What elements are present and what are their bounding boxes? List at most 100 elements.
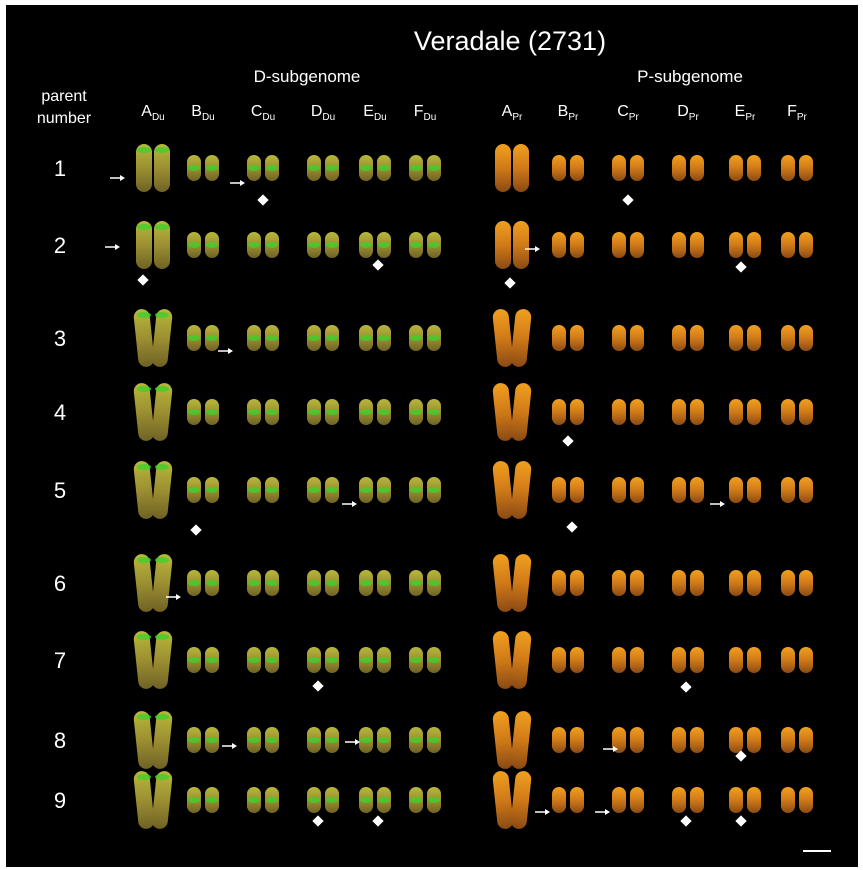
centromere-signal xyxy=(428,737,440,743)
centromere-signal xyxy=(326,165,338,171)
row-number: 1 xyxy=(54,156,66,181)
centromere-signal xyxy=(188,165,200,171)
chromosome xyxy=(799,570,813,596)
chromosome xyxy=(781,570,795,596)
column-subscript: Du xyxy=(262,112,275,123)
centromere-signal xyxy=(266,165,278,171)
centromere-signal xyxy=(137,312,151,318)
chromosome xyxy=(630,647,644,673)
centromere-signal xyxy=(378,580,390,586)
centromere-signal xyxy=(360,242,372,248)
chromosome xyxy=(729,232,743,258)
centromere-signal xyxy=(137,147,151,153)
centromere-signal xyxy=(188,487,200,493)
centromere-signal xyxy=(428,580,440,586)
chromosome xyxy=(630,727,644,753)
centromere-signal xyxy=(428,797,440,803)
chromosome xyxy=(729,155,743,181)
subgenome-label: P-subgenome xyxy=(637,67,743,86)
centromere-signal xyxy=(378,409,390,415)
column-subscript: Du xyxy=(152,112,165,123)
centromere-signal xyxy=(206,165,218,171)
chromosome xyxy=(690,727,704,753)
row-number: 6 xyxy=(54,571,66,596)
centromere-signal xyxy=(428,335,440,341)
chromosome xyxy=(747,787,761,813)
chromosome xyxy=(672,232,686,258)
chromosome xyxy=(781,155,795,181)
chromosome xyxy=(513,144,529,192)
chromosome xyxy=(552,399,566,425)
centromere-signal xyxy=(326,797,338,803)
chromosome xyxy=(570,155,584,181)
chromosome xyxy=(729,787,743,813)
chromosome xyxy=(672,399,686,425)
centromere-signal xyxy=(410,797,422,803)
centromere-signal xyxy=(360,409,372,415)
figure: Veradale (2731) D-subgenome P-subgenome … xyxy=(0,0,863,870)
chromosome xyxy=(612,787,626,813)
chromosome xyxy=(630,155,644,181)
centromere-signal xyxy=(137,774,151,780)
column-subscript: Pr xyxy=(568,112,579,123)
chromosome xyxy=(799,727,813,753)
column-subscript: Du xyxy=(322,112,335,123)
page: {"title": "Veradale (2731)", "subgenomes… xyxy=(0,0,863,870)
centromere-signal xyxy=(188,580,200,586)
chromosome xyxy=(747,155,761,181)
centromere-signal xyxy=(308,409,320,415)
centromere-signal xyxy=(410,737,422,743)
chromosome xyxy=(690,155,704,181)
centromere-signal xyxy=(428,409,440,415)
centromere-signal xyxy=(360,657,372,663)
chromosome xyxy=(729,399,743,425)
chromosome xyxy=(570,787,584,813)
column-letter: A xyxy=(502,103,513,120)
centromere-signal xyxy=(378,487,390,493)
chromosome xyxy=(570,570,584,596)
chromosome xyxy=(552,647,566,673)
centromere-signal xyxy=(155,386,169,392)
chromosome xyxy=(781,477,795,503)
chromosome xyxy=(690,399,704,425)
chromosome xyxy=(552,570,566,596)
column-subscript: Pr xyxy=(797,112,808,123)
centromere-signal xyxy=(308,580,320,586)
chromosome xyxy=(747,477,761,503)
centromere-signal xyxy=(155,714,169,720)
chromosome xyxy=(690,787,704,813)
chromosome xyxy=(552,727,566,753)
centromere-signal xyxy=(360,165,372,171)
column-letter: F xyxy=(787,103,797,120)
chromosome xyxy=(781,232,795,258)
centromere-signal xyxy=(155,147,169,153)
centromere-signal xyxy=(155,774,169,780)
chromosome xyxy=(630,399,644,425)
centromere-signal xyxy=(248,487,260,493)
centromere-signal xyxy=(206,335,218,341)
chromosome xyxy=(729,570,743,596)
chromosome xyxy=(729,477,743,503)
chromosome xyxy=(690,570,704,596)
chromosome xyxy=(612,399,626,425)
centromere-signal xyxy=(248,797,260,803)
chromosome xyxy=(690,477,704,503)
column-subscript: Du xyxy=(423,112,436,123)
chromosome xyxy=(672,477,686,503)
chromosome xyxy=(612,325,626,351)
chromosome xyxy=(799,477,813,503)
chromosome xyxy=(630,570,644,596)
column-subscript: Pr xyxy=(512,112,523,123)
chromosome xyxy=(747,232,761,258)
chromosome xyxy=(672,155,686,181)
centromere-signal xyxy=(248,335,260,341)
chromosome xyxy=(690,325,704,351)
chromosome xyxy=(513,221,529,269)
centromere-signal xyxy=(248,165,260,171)
centromere-signal xyxy=(428,487,440,493)
chromosome xyxy=(799,647,813,673)
chromosome xyxy=(570,399,584,425)
row-number: 3 xyxy=(54,326,66,351)
chromosome xyxy=(781,399,795,425)
chromosome xyxy=(747,727,761,753)
